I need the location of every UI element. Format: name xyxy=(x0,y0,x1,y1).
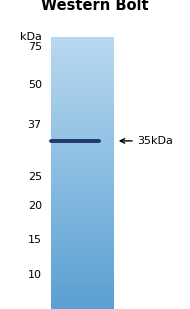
Text: kDa: kDa xyxy=(20,32,42,42)
Text: 20: 20 xyxy=(28,201,42,210)
Text: 37: 37 xyxy=(28,120,42,130)
Text: 25: 25 xyxy=(28,172,42,182)
Text: Western Bolt: Western Bolt xyxy=(41,0,149,13)
Text: 15: 15 xyxy=(28,235,42,245)
Text: 10: 10 xyxy=(28,269,42,280)
Text: 75: 75 xyxy=(28,43,42,53)
Text: 35kDa: 35kDa xyxy=(137,136,173,146)
Text: 50: 50 xyxy=(28,80,42,90)
